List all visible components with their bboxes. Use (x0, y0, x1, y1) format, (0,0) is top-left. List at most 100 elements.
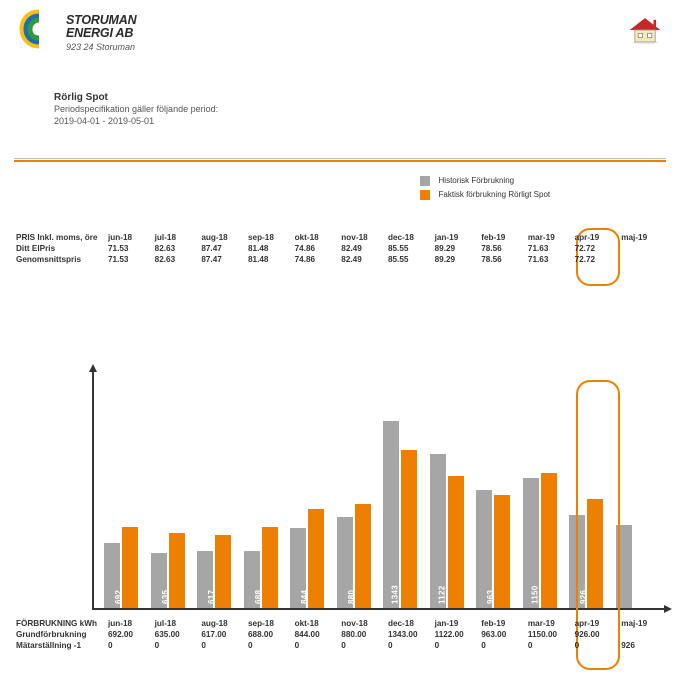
cons-row2-4: 0 (293, 640, 340, 651)
bar-fakt-label-4: 844 (300, 590, 309, 604)
price-month-10: apr-19 (573, 232, 620, 243)
bar-fakt-7: 1122 (448, 476, 464, 608)
bar-hist-label-7: 1308 (419, 585, 428, 604)
price-row2-0: 71.53 (106, 254, 153, 265)
bar-fakt-label-1: 635 (160, 590, 169, 604)
cons-row1-2: 617.00 (199, 629, 246, 640)
consumption-table: FÖRBRUKNING kWhjun-18jul-18aug-18sep-18o… (14, 618, 666, 651)
bar-fakt-1: 635 (169, 533, 185, 608)
bar-hist-label-8: 1000 (466, 585, 475, 604)
bar-hist-label-6: 1593 (373, 585, 382, 604)
bar-fakt-6: 1343 (401, 450, 417, 608)
cons-row1-label: Grundförbrukning (14, 629, 106, 640)
price-row2-1: 82.63 (153, 254, 200, 265)
legend-row-hist: Historisk Förbrukning (420, 175, 550, 189)
cons-month-5: nov-18 (339, 618, 386, 629)
bar-hist-label-3: 481 (235, 590, 244, 604)
bar-hist-label-1: 464 (142, 590, 151, 604)
bar-fakt-9: 1150 (541, 473, 557, 608)
cons-row1-6: 1343.00 (386, 629, 433, 640)
consumption-chart: 5516924646354846174816886818447778801593… (16, 360, 666, 610)
bar-fakt-label-6: 1343 (391, 585, 400, 604)
price-month-8: feb-19 (479, 232, 526, 243)
cons-month-10: apr-19 (573, 618, 620, 629)
price-month-11: maj-19 (619, 232, 666, 243)
cons-row2-3: 0 (246, 640, 293, 651)
bar-fakt-0: 692 (122, 527, 138, 608)
bar-fakt-2: 617 (215, 535, 231, 608)
price-row1-5: 82.49 (339, 243, 386, 254)
chart-legend: Historisk Förbrukning Faktisk förbruknin… (420, 175, 550, 203)
cons-row2-8: 0 (479, 640, 526, 651)
bar-fakt-label-2: 617 (207, 590, 216, 604)
bar-fakt-label-9: 1150 (530, 585, 539, 604)
cons-month-4: okt-18 (293, 618, 340, 629)
cons-row1-3: 688.00 (246, 629, 293, 640)
bar-hist-6: 1593 (383, 421, 399, 608)
price-row1-3: 81.48 (246, 243, 293, 254)
legend-swatch-fakt (420, 190, 430, 200)
cons-month-1: jul-18 (153, 618, 200, 629)
legend-label-hist: Historisk Förbrukning (439, 176, 515, 185)
price-row1-0: 71.53 (106, 243, 153, 254)
price-row2-10: 72.72 (573, 254, 620, 265)
price-row2-11 (619, 254, 666, 265)
price-month-3: sep-18 (246, 232, 293, 243)
cons-row2-7: 0 (433, 640, 480, 651)
cons-month-9: mar-19 (526, 618, 573, 629)
bar-fakt-label-3: 688 (253, 590, 262, 604)
cons-row1-7: 1122.00 (433, 629, 480, 640)
chart-y-axis (92, 370, 94, 610)
bar-hist-label-5: 777 (328, 590, 337, 604)
price-row2-6: 85.55 (386, 254, 433, 265)
price-row1-10: 72.72 (573, 243, 620, 254)
cons-month-11: maj-19 (619, 618, 666, 629)
company-name-1: STORUMAN (66, 13, 136, 27)
bar-hist-label-9: 1102 (512, 585, 521, 604)
price-month-0: jun-18 (106, 232, 153, 243)
cons-row2-10: 0 (573, 640, 620, 651)
price-row1-4: 74.86 (293, 243, 340, 254)
cons-month-7: jan-19 (433, 618, 480, 629)
house-icon (628, 16, 662, 44)
legend-label-fakt: Faktisk förbrukning Rörligt Spot (439, 190, 551, 199)
price-month-6: dec-18 (386, 232, 433, 243)
price-row1-8: 78.56 (479, 243, 526, 254)
bar-hist-label-0: 551 (96, 590, 105, 604)
spec-title: Rörlig Spot (54, 92, 218, 103)
cons-row2-0: 0 (106, 640, 153, 651)
logo-swirl-icon (18, 8, 60, 50)
cons-month-3: sep-18 (246, 618, 293, 629)
cons-row1-9: 1150.00 (526, 629, 573, 640)
cons-month-8: feb-19 (479, 618, 526, 629)
company-logo-block: STORUMAN ENERGI AB 923 24 Storuman (18, 8, 188, 52)
price-row1-2: 87.47 (199, 243, 246, 254)
cons-row1-1: 635.00 (153, 629, 200, 640)
cons-month-0: jun-18 (106, 618, 153, 629)
price-row1-9: 71.63 (526, 243, 573, 254)
cons-row2-1: 0 (153, 640, 200, 651)
price-row2-8: 78.56 (479, 254, 526, 265)
bar-fakt-3: 688 (262, 527, 278, 608)
cons-row2-label: Mätarställning -1 (14, 640, 106, 651)
price-row1-7: 89.29 (433, 243, 480, 254)
price-row1-11 (619, 243, 666, 254)
cons-row1-11 (619, 629, 666, 640)
bar-fakt-8: 963 (494, 495, 510, 608)
bar-fakt-label-0: 692 (114, 590, 123, 604)
cons-row1-5: 880.00 (339, 629, 386, 640)
cons-row2-11: 926 (619, 640, 666, 651)
period-spec-block: Rörlig Spot Periodspecifikation gäller f… (54, 92, 218, 127)
bar-fakt-4: 844 (308, 509, 324, 608)
cons-month-6: dec-18 (386, 618, 433, 629)
price-row2-5: 82.49 (339, 254, 386, 265)
cons-row2-6: 0 (386, 640, 433, 651)
price-month-4: okt-18 (293, 232, 340, 243)
cons-row2-9: 0 (526, 640, 573, 651)
company-address: 923 24 Storuman (66, 42, 188, 52)
cons-row1-10: 926.00 (573, 629, 620, 640)
price-row2-2: 87.47 (199, 254, 246, 265)
price-month-1: jul-18 (153, 232, 200, 243)
price-row2-4: 74.86 (293, 254, 340, 265)
cons-row1-4: 844.00 (293, 629, 340, 640)
